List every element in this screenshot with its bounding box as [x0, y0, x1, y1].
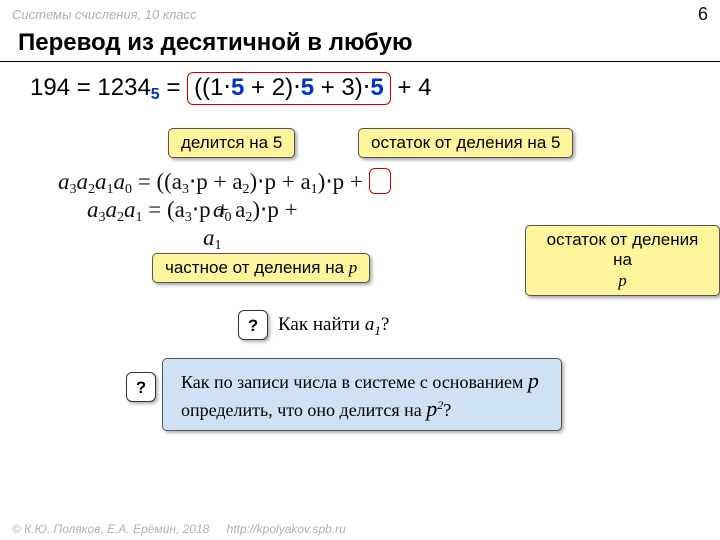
- rem-p-var: p: [618, 271, 627, 290]
- callout-remainder-5: остаток от деления на 5: [358, 128, 573, 158]
- q2-pre: Как по записи числа в системе с основани…: [181, 372, 528, 392]
- footer: © К.Ю. Поляков, Е.А. Ерёмин, 2018 http:/…: [12, 522, 346, 536]
- f2-d1: ⋅p + a: [192, 197, 246, 222]
- f1-r1: 1: [311, 182, 318, 197]
- eq1-lhs: 194 = 1234: [30, 74, 151, 101]
- footer-url[interactable]: http://kpolyakov.spb.ru: [227, 522, 346, 536]
- q1-var: a: [365, 314, 375, 335]
- f1-r3: 3: [182, 182, 189, 197]
- f2-a3: a: [124, 197, 136, 222]
- f2-eq: = (a: [143, 197, 185, 222]
- f1-eq: = ((a: [132, 169, 182, 194]
- f1-d3: )⋅p +: [318, 169, 363, 194]
- f2-r3: 3: [185, 210, 192, 225]
- f1-s0: 0: [125, 182, 132, 197]
- eq1-b3: + 3)⋅: [314, 74, 370, 101]
- f2-s2: 2: [117, 210, 124, 225]
- f1-redbox: [369, 168, 391, 194]
- rem-p-text: остаток от деления на: [547, 230, 699, 269]
- question-1: Как найти a1?: [278, 314, 389, 339]
- a1-a: a: [203, 225, 215, 250]
- question-icon-2: ?: [126, 372, 156, 402]
- q1-tail: ?: [381, 314, 389, 335]
- eq1-b2: + 2)⋅: [244, 74, 300, 101]
- page-number: 6: [698, 4, 708, 25]
- question-2-box: Как по записи числа в системе с основани…: [162, 358, 562, 431]
- f2-d2: )⋅p +: [252, 197, 297, 222]
- f2-a2: a: [106, 197, 118, 222]
- f1-a3: a: [95, 169, 107, 194]
- eq1-redbox: ((1⋅5 + 2)⋅5 + 3)⋅5: [187, 72, 391, 105]
- f1-d1: ⋅p + a: [189, 169, 243, 194]
- q2-p1: p: [528, 368, 539, 393]
- quot-p-var: p: [349, 258, 358, 277]
- f2-a1: a: [87, 197, 99, 222]
- eq1-f1: 5: [231, 74, 244, 101]
- a1-last: a1: [203, 225, 222, 254]
- q2-tail: ?: [443, 400, 451, 420]
- f2-s3: 3: [99, 210, 106, 225]
- header-subject: Системы счисления, 10 класс: [12, 7, 197, 22]
- f1-s2: 2: [88, 182, 95, 197]
- svg-text:?: ?: [248, 316, 258, 335]
- eq1-b1: ((1⋅: [194, 74, 231, 101]
- eq1-eq: =: [160, 74, 187, 101]
- callout-divides-5: делится на 5: [168, 128, 295, 158]
- eq1-f2: 5: [301, 74, 314, 101]
- svg-text:?: ?: [136, 378, 146, 397]
- divider: [0, 61, 720, 62]
- f1-a4: a: [114, 169, 126, 194]
- f1-a2: a: [77, 169, 89, 194]
- page-title: Перевод из десятичной в любую: [0, 27, 720, 61]
- f1-s3: 3: [70, 182, 77, 197]
- footer-copyright: © К.Ю. Поляков, Е.А. Ерёмин, 2018: [12, 522, 209, 536]
- eq1-f3: 5: [370, 74, 383, 101]
- formula-line-2: a3a2a1 = (a3⋅p + a2)⋅p +: [87, 197, 298, 226]
- a1-s: 1: [215, 238, 222, 253]
- equation-1: 194 = 12345 = ((1⋅5 + 2)⋅5 + 3)⋅5 + 4: [30, 72, 431, 105]
- q2-mid: определить, что оно делится на: [181, 400, 426, 420]
- f1-a1: a: [58, 169, 70, 194]
- eq1-base: 5: [151, 86, 160, 103]
- quot-p-text: частное от деления на: [165, 258, 349, 277]
- callout-quotient-p: частное от деления на p: [152, 253, 370, 283]
- callout-remainder-p: остаток от деления на p: [525, 225, 720, 296]
- f1-r2: 2: [243, 182, 250, 197]
- q2-p2: p: [426, 396, 437, 421]
- f1-d2: )⋅p + a: [250, 169, 311, 194]
- question-icon: ?: [238, 310, 268, 340]
- eq1-tail: + 4: [391, 74, 432, 101]
- formula-line-1: a3a2a1a0 = ((a3⋅p + a2)⋅p + a1)⋅p +: [58, 168, 391, 198]
- f2-s1: 1: [136, 210, 143, 225]
- q1-pre: Как найти: [278, 314, 365, 335]
- f1-s1: 1: [107, 182, 114, 197]
